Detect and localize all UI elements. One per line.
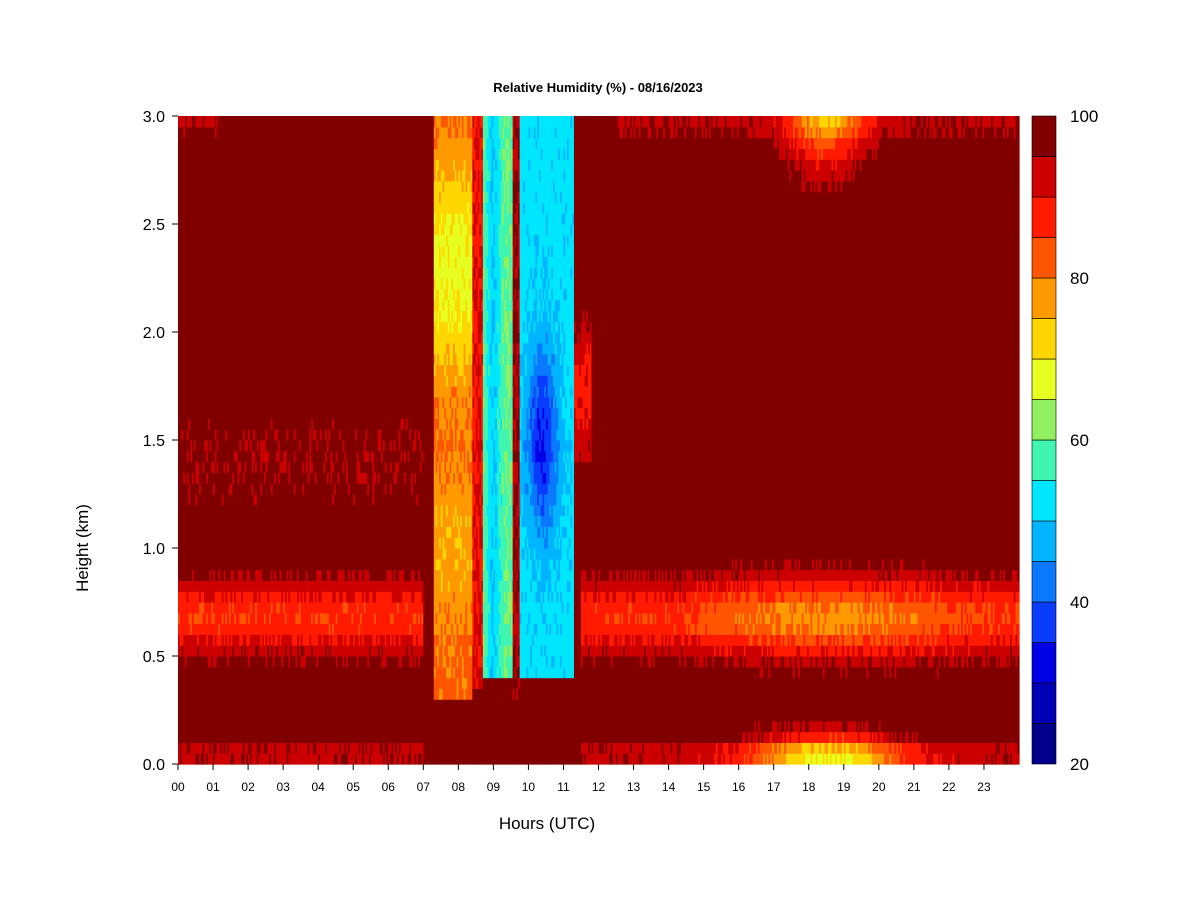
chart-title: Relative Humidity (%) - 08/16/2023 — [493, 80, 703, 95]
heatmap-field — [178, 116, 1020, 765]
